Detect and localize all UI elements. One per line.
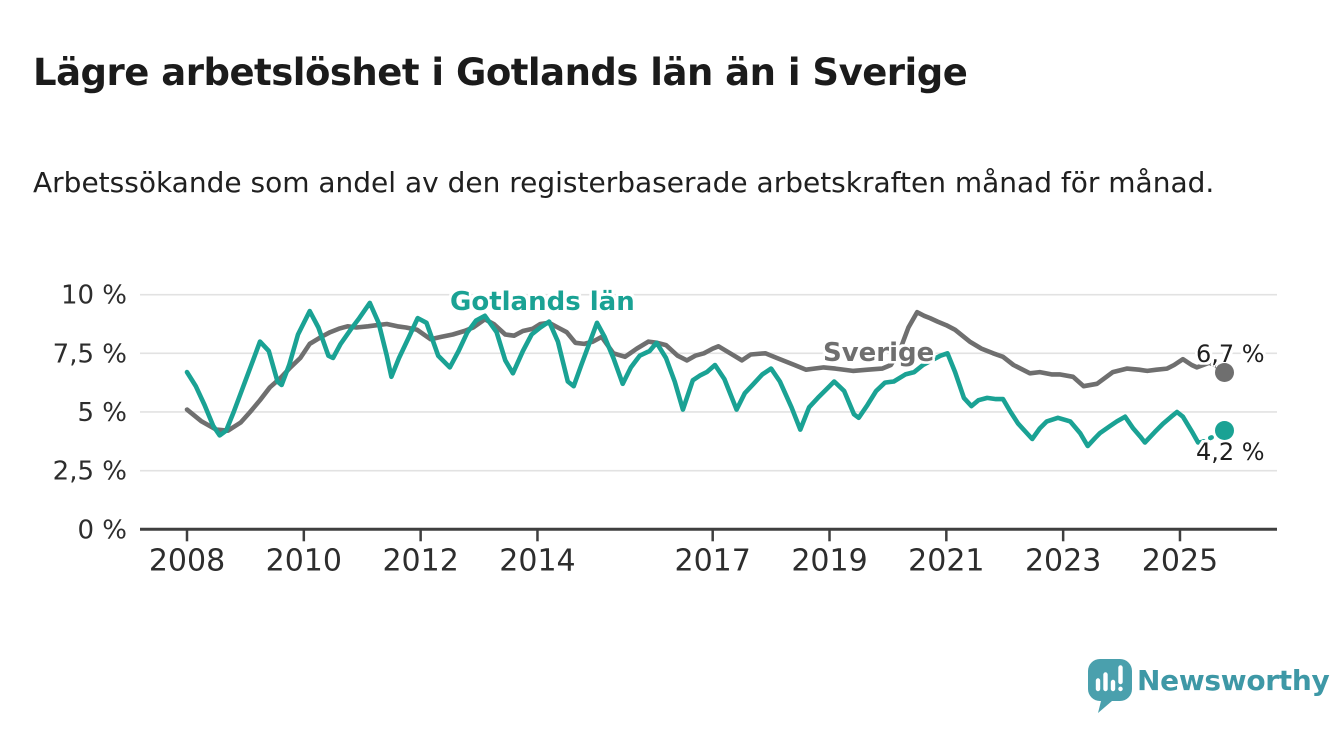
- x-axis-label: 2021: [908, 543, 984, 578]
- speech-bubble-bar-chart-icon: [1088, 659, 1132, 713]
- x-axis-label: 2023: [1025, 543, 1101, 578]
- newsworthy-logo: Newsworthy: [1087, 658, 1330, 716]
- x-axis-label: 2025: [1142, 543, 1218, 578]
- y-axis-label: 10 %: [61, 281, 127, 311]
- x-axis-label: 2019: [791, 543, 867, 578]
- series-label-gotlands-lan: Gotlands län: [450, 287, 635, 317]
- newsworthy-wordmark: Newsworthy: [1137, 664, 1330, 697]
- y-axis-label: 2,5 %: [53, 457, 127, 487]
- y-axis-label: 7,5 %: [53, 339, 127, 369]
- x-axis-label: 2014: [499, 543, 575, 578]
- series-end-dot-gotlands-lan: [1215, 421, 1235, 441]
- series-line-gotlands-lan: [184, 300, 1205, 449]
- x-axis-label: 2012: [382, 543, 458, 578]
- y-axis-label: 5 %: [77, 398, 127, 428]
- x-axis-label: 2008: [149, 543, 225, 578]
- series-label-sverige: Sverige: [823, 338, 935, 368]
- page-title: Lägre arbetslöshet i Gotlands län än i S…: [33, 50, 968, 94]
- series-line-sverige: [184, 309, 1228, 434]
- x-axis-label: 2010: [266, 543, 342, 578]
- end-value-label-gotlands-lan: 4,2 %: [1196, 438, 1265, 466]
- page-subtitle: Arbetssökande som andel av den registerb…: [33, 166, 1215, 199]
- y-axis-label: 0 %: [77, 515, 127, 545]
- x-axis-label: 2017: [675, 543, 751, 578]
- end-value-label-sverige: 6,7 %: [1196, 340, 1265, 368]
- series-end-dot-sverige: [1215, 362, 1235, 382]
